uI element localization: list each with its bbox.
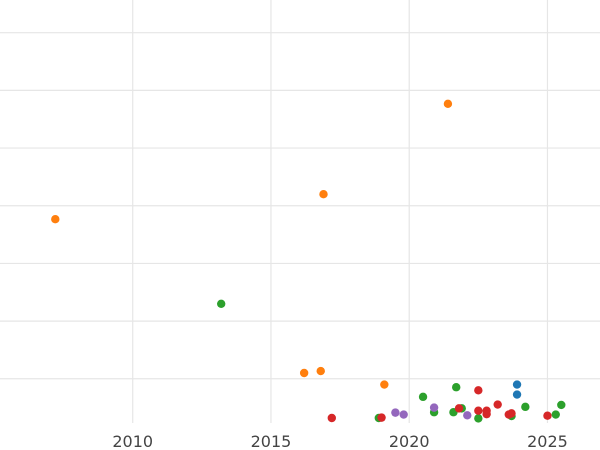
data-point [316,366,325,376]
data-point [557,400,566,410]
data-point [454,404,464,413]
data-point [429,403,439,412]
data-point [474,386,483,395]
data-points [51,99,566,423]
x-tick-labels: 2010 2015 2020 2025 [112,432,567,450]
data-point [474,406,483,415]
data-point [299,368,309,378]
data-point [521,402,530,412]
data-point [418,392,428,402]
data-point [391,408,400,417]
data-point [474,414,483,423]
data-point [463,411,472,420]
data-point [507,409,516,418]
data-point [399,410,408,419]
data-point [551,410,560,419]
data-point [443,99,453,109]
data-point [377,413,386,422]
x-gridlines [132,0,549,423]
data-point [512,390,522,399]
x-tick-label: 2020 [389,432,430,450]
data-point [512,380,522,389]
data-point [493,400,502,409]
x-tick-label: 2010 [112,432,153,450]
data-point [51,214,60,224]
data-point [319,189,328,199]
data-point [380,380,389,389]
data-point [216,299,226,308]
x-tick-label: 2015 [251,432,292,450]
data-point [452,383,461,392]
data-point [482,409,491,419]
data-point [327,413,336,423]
y-gridlines [0,32,600,380]
data-point [543,411,552,420]
x-tick-label: 2025 [527,432,568,450]
